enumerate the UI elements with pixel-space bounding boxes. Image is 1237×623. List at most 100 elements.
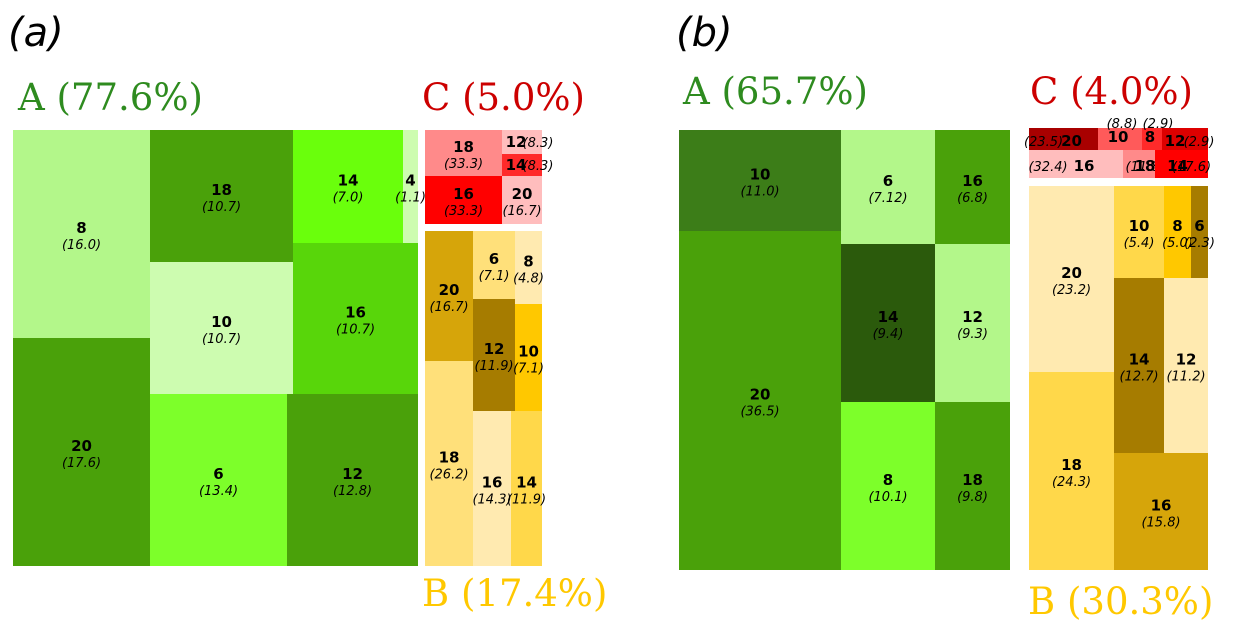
- treemap-cell-a-12: [287, 394, 418, 566]
- cell-value-label: 16: [482, 474, 503, 492]
- treemap-cell-a-16: [935, 130, 1010, 244]
- cell-value-label: 10: [211, 313, 232, 331]
- cell-value-label: 14: [1129, 351, 1150, 369]
- cell-value-label: 18: [453, 138, 474, 156]
- cell-value-label: 6: [489, 250, 499, 268]
- cell-value-label: 12: [1165, 132, 1186, 150]
- cell-percent-label: (16.0): [62, 238, 101, 253]
- cell-percent-label: (10.7): [202, 200, 241, 215]
- cell-percent-label: (16.7): [429, 300, 468, 315]
- treemap-cell-b-6: [473, 231, 515, 299]
- treemap-cell-c-8: [1142, 128, 1162, 150]
- panel-a-group-b-title: B (17.4%): [422, 572, 607, 615]
- cell-value-label: 4: [405, 172, 415, 190]
- cell-value-label: 8: [1172, 217, 1182, 235]
- treemap-cell-b-16: [473, 411, 511, 566]
- cell-value-label: 6: [213, 465, 223, 483]
- treemap-cell-a-4: [403, 130, 418, 243]
- cell-percent-label: (11.9): [474, 359, 513, 374]
- treemap-cell-c-20: [502, 176, 542, 224]
- treemap-cell-b-14: [511, 411, 542, 566]
- cell-percent-label: (7.12): [868, 191, 907, 206]
- cell-value-label: 10: [1129, 217, 1150, 235]
- cell-value-label: 20: [512, 185, 533, 203]
- cell-percent-label: (5.0): [1162, 236, 1193, 251]
- treemap-cell-c-18: [1123, 150, 1155, 178]
- cell-percent-label: (17.6): [62, 456, 101, 471]
- cell-value-label: 14: [338, 172, 359, 190]
- treemap-cell-a-18: [150, 130, 293, 262]
- treemap-cell-a-10: [150, 262, 293, 394]
- treemap-cell-b-8: [1164, 186, 1191, 278]
- treemap-cell-c-12: [1162, 128, 1208, 150]
- cell-value-label: 18: [1135, 157, 1156, 175]
- cell-percent-label: (12.7): [1119, 370, 1158, 385]
- cell-value-label: 20: [750, 386, 771, 404]
- treemap-cell-c-18: [425, 130, 502, 176]
- cell-value-label: 20: [71, 437, 92, 455]
- treemap-cell-b-18: [425, 361, 473, 566]
- cell-value-label: 8: [76, 219, 86, 237]
- treemap-cell-b-12: [1164, 278, 1208, 453]
- cell-percent-label: (33.3): [444, 157, 483, 172]
- cell-percent-label: (2.3): [1184, 236, 1215, 251]
- group-share: (5.0%): [462, 76, 585, 119]
- treemap-cell-a-8: [13, 130, 150, 338]
- cell-value-label: 16: [1151, 497, 1172, 515]
- treemap-cell-a-6: [841, 130, 935, 244]
- cell-percent-label: (7.1): [513, 362, 544, 377]
- group-share: (17.4%): [460, 572, 608, 615]
- treemap-cell-b-6: [1191, 186, 1208, 278]
- cell-value-label: 10: [1108, 128, 1129, 146]
- treemap-cell-c-14: [502, 154, 542, 176]
- treemap-cell-a-18: [935, 402, 1010, 570]
- cell-value-label: 16: [962, 172, 983, 190]
- cell-value-label: 20: [1061, 264, 1082, 282]
- treemap-cell-b-20: [425, 231, 473, 361]
- cell-percent-label: (26.2): [429, 468, 468, 483]
- treemap-cell-a-20: [13, 338, 150, 566]
- treemap-cell-a-8: [841, 402, 935, 570]
- cell-percent-label: (7.0): [333, 191, 364, 206]
- cell-value-label: 18: [1061, 456, 1082, 474]
- cell-value-label: 8: [883, 471, 893, 489]
- group-share: (77.6%): [56, 76, 203, 119]
- cell-value-label: 18: [439, 449, 460, 467]
- cell-percent-label: (2.9): [1184, 135, 1215, 150]
- cell-percent-label: (14.3): [472, 493, 511, 508]
- treemap-cell-c-10: [1098, 128, 1142, 150]
- group-name: B: [1028, 580, 1056, 623]
- cell-value-label: 14: [878, 308, 899, 326]
- cell-value-label: 12: [342, 465, 363, 483]
- panel-b-group-b-title: B (30.3%): [1028, 580, 1213, 623]
- treemap-cell-a-10: [679, 130, 841, 231]
- cell-value-label: 6: [1194, 217, 1204, 235]
- cell-value-label: 16: [345, 304, 366, 322]
- panel-b-label: (b): [676, 10, 733, 56]
- treemap-cell-c-14: [1155, 150, 1208, 178]
- treemap-cell-a-20: [679, 231, 841, 570]
- cell-value-label: 16: [1074, 157, 1095, 175]
- cell-percent-label: (13.4): [199, 484, 238, 499]
- cell-percent-label: (11.8): [1125, 160, 1164, 175]
- cell-percent-label: (8.8): [1107, 117, 1138, 132]
- panel-b-group-a-title: A (65.7%): [683, 70, 868, 113]
- group-name: A: [683, 70, 710, 113]
- panel-b-group-c-title: C (4.0%): [1030, 70, 1193, 113]
- cell-percent-label: (16.7): [502, 204, 541, 219]
- treemap-cell-c-16: [425, 176, 502, 224]
- cell-value-label: 12: [1176, 351, 1197, 369]
- group-share: (4.0%): [1070, 70, 1193, 113]
- treemap-cell-b-10: [1114, 186, 1164, 278]
- treemap-cell-b-10: [515, 304, 542, 411]
- cell-percent-label: (23.5): [1024, 135, 1063, 150]
- cell-percent-label: (4.8): [513, 272, 544, 287]
- cell-percent-label: (9.4): [873, 327, 904, 342]
- cell-percent-label: (9.8): [957, 490, 988, 505]
- treemap-cell-c-12: [502, 130, 542, 154]
- treemap-cell-a-16: [293, 243, 418, 394]
- treemap-cell-a-12: [935, 244, 1010, 402]
- treemap-cell-b-20: [1029, 186, 1114, 372]
- cell-percent-label: (12.8): [333, 484, 372, 499]
- cell-percent-label: (10.7): [336, 323, 375, 338]
